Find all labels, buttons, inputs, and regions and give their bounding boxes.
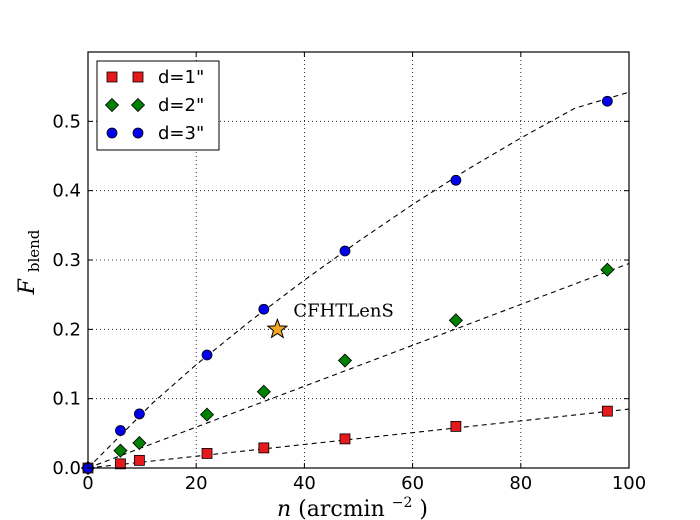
x-tick-label-5: 100 bbox=[612, 473, 646, 494]
data-point-series-1-3 bbox=[199, 407, 215, 422]
y-tick-label-2: 0.2 bbox=[52, 319, 81, 340]
data-point-series-0-7 bbox=[601, 405, 613, 417]
y-tick-label-1: 0.1 bbox=[52, 389, 81, 410]
data-point-series-0-3 bbox=[201, 448, 213, 459]
legend-label-1: d=2" bbox=[158, 95, 204, 116]
y-axis-label-subscript: blend bbox=[25, 229, 43, 272]
legend-marker-b-2 bbox=[132, 127, 144, 139]
grid bbox=[88, 52, 629, 468]
x-tick-label-2: 40 bbox=[293, 473, 316, 494]
y-tick-label-5: 0.5 bbox=[52, 111, 81, 132]
y-tick-label-0: 0.0 bbox=[52, 458, 81, 479]
data-point-series-0-1 bbox=[115, 458, 126, 470]
legend-marker-b-1 bbox=[130, 97, 146, 113]
x-axis-label-unit: (arcmin bbox=[298, 497, 385, 520]
data-point-series-1-4 bbox=[256, 384, 271, 399]
fit-line-series-1 bbox=[87, 262, 630, 469]
data-point-series-1-2 bbox=[132, 435, 147, 451]
legend-marker-b-0 bbox=[132, 71, 144, 83]
legend-marker-a-0 bbox=[106, 71, 118, 83]
data-point-series-0-5 bbox=[339, 433, 351, 445]
cfhtlens-label: CFHTLenS bbox=[293, 300, 394, 321]
annotation: CFHTLenS bbox=[266, 300, 394, 339]
x-tick-label-0: 0 bbox=[82, 473, 93, 494]
data-point-series-2-4 bbox=[258, 303, 270, 315]
fit-line-series-0 bbox=[87, 408, 630, 469]
data-point-series-0-4 bbox=[258, 442, 270, 454]
data-point-series-2-1 bbox=[115, 425, 126, 436]
data-point-series-1-7 bbox=[600, 262, 615, 277]
x-axis-label: n (arcmin −2 ) bbox=[277, 488, 428, 520]
fit-line-series-2 bbox=[87, 91, 630, 469]
y-tick-label-4: 0.4 bbox=[52, 181, 81, 202]
cfhtlens-star-marker bbox=[266, 317, 289, 339]
data-point-series-2-6 bbox=[450, 174, 462, 186]
data-point-series-2-7 bbox=[601, 95, 613, 107]
data-point-series-1-1 bbox=[113, 443, 128, 458]
legend-label-0: d=1" bbox=[158, 67, 204, 88]
x-axis-label-exponent: −2 bbox=[392, 495, 413, 511]
data-point-series-2-5 bbox=[339, 245, 351, 257]
y-tick-label-3: 0.3 bbox=[52, 250, 81, 271]
data-point-series-0-6 bbox=[450, 420, 462, 432]
x-tick-label-4: 80 bbox=[509, 473, 532, 494]
fit-lines bbox=[87, 91, 630, 469]
legend-marker-a-1 bbox=[104, 97, 120, 113]
data-point-series-0-2 bbox=[133, 454, 145, 466]
data-point-series-2-2 bbox=[133, 408, 145, 420]
x-tick-label-3: 60 bbox=[401, 473, 424, 494]
data-point-series-1-5 bbox=[337, 353, 353, 368]
x-tick-label-1: 20 bbox=[185, 473, 208, 494]
y-axis-label: F blend bbox=[15, 229, 43, 295]
data-points bbox=[80, 95, 615, 476]
axis-ticks: 0 20 40 60 80 100 0.0 0.1 0.2 0.3 0.4 0.5 bbox=[52, 52, 646, 494]
data-point-series-2-3 bbox=[201, 349, 213, 361]
data-point-series-1-6 bbox=[448, 313, 463, 328]
legend-marker-a-2 bbox=[106, 127, 118, 139]
legend-label-2: d=3" bbox=[158, 123, 204, 144]
legend: d=1" d=2" d=3" bbox=[96, 60, 220, 151]
